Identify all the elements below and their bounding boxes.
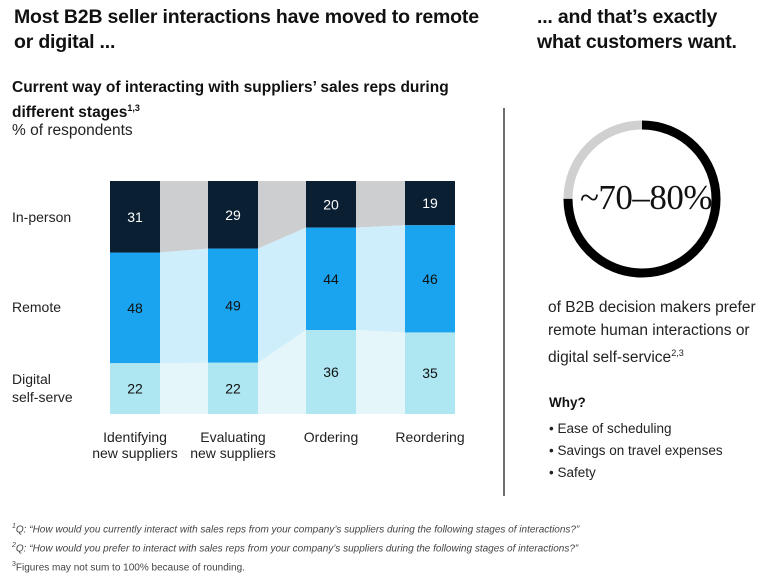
data-label: 22 (225, 380, 241, 396)
data-label: 36 (323, 364, 339, 380)
data-label: 31 (127, 209, 143, 225)
row-label-in-person: In-person (12, 209, 72, 225)
bar-segment (110, 363, 160, 414)
connector-band (356, 330, 405, 414)
reason-item: • Safety (549, 465, 596, 480)
reason-item: • Ease of scheduling (549, 421, 672, 436)
footnote-3: 3Figures may not sum to 100% because of … (12, 561, 245, 573)
bar-segment (110, 181, 160, 253)
bar-segment (306, 227, 356, 331)
bar-segment (405, 225, 455, 333)
category-label: new suppliers (190, 445, 276, 461)
connector-band (160, 248, 208, 364)
category-label: Evaluating (200, 429, 265, 445)
bar-segment (208, 181, 258, 249)
chart-title: Current way of interacting with supplier… (12, 77, 482, 123)
footnote-text: Q: “How would you prefer to interact wit… (15, 543, 579, 555)
footnote-mark: 2 (12, 542, 16, 549)
why-title: Why? (549, 395, 586, 410)
reason-item: • Savings on travel expenses (549, 443, 723, 458)
data-label: 20 (323, 196, 339, 212)
row-label-digital-self-serve: Digital self-serve (12, 370, 92, 406)
reasons-list: • Ease of scheduling • Savings on travel… (549, 418, 723, 484)
data-label: 46 (422, 271, 438, 287)
connector-band (356, 225, 405, 333)
connector-band (160, 181, 208, 253)
connector-band (258, 181, 306, 249)
data-label: 44 (323, 271, 339, 287)
footnote-text: Figures may not sum to 100% because of r… (15, 562, 245, 574)
highlight-value: ~70–80% (579, 178, 713, 217)
connector-band (258, 227, 306, 363)
bar-segment (110, 252, 160, 364)
footnote-text: Q: “How would you currently interact wit… (15, 524, 580, 536)
footnote-mark: 3 (12, 561, 16, 568)
headline-left: Most B2B seller interactions have moved … (14, 6, 479, 53)
bar-segment (405, 332, 455, 414)
footnote-mark: 1 (12, 523, 16, 530)
category-label: Identifying (103, 429, 167, 445)
data-label: 35 (422, 365, 438, 381)
data-label: 48 (127, 300, 143, 316)
data-label: 29 (225, 207, 241, 223)
data-label: 49 (225, 298, 241, 314)
connector-band (356, 181, 405, 228)
connector-band (258, 330, 306, 414)
highlight-description-footnote-mark: 2,3 (671, 348, 684, 358)
row-label-digital-line1: Digital (12, 371, 51, 387)
data-label: 22 (127, 381, 143, 397)
bar-segment (208, 362, 258, 414)
footnote-2: 2Q: “How would you prefer to interact wi… (12, 542, 578, 554)
highlight-description: of B2B decision makers prefer remote hum… (548, 296, 763, 369)
highlight-description-text: of B2B decision makers prefer remote hum… (548, 299, 756, 367)
connector-band (160, 362, 208, 414)
chart-units: % of respondents (12, 122, 133, 139)
highlight-ring (563, 120, 721, 278)
row-label-remote: Remote (12, 299, 62, 315)
category-label: Reordering (395, 429, 464, 445)
data-label: 19 (422, 195, 438, 211)
chart-title-text: Current way of interacting with supplier… (12, 79, 449, 122)
bar-segment (306, 181, 356, 228)
category-label: Ordering (304, 429, 358, 445)
bar-segment (306, 330, 356, 414)
column-divider (503, 108, 505, 496)
headline-right: ... and that’s exactly what customers wa… (537, 6, 737, 53)
bar-segment (208, 248, 258, 363)
ring-progress (563, 120, 721, 278)
footnote-1: 1Q: “How would you currently interact wi… (12, 523, 579, 535)
bar-segment (405, 181, 455, 226)
chart-title-footnote-mark: 1,3 (127, 103, 140, 113)
category-label: new suppliers (92, 445, 178, 461)
row-label-digital-line2: self-serve (12, 389, 73, 405)
